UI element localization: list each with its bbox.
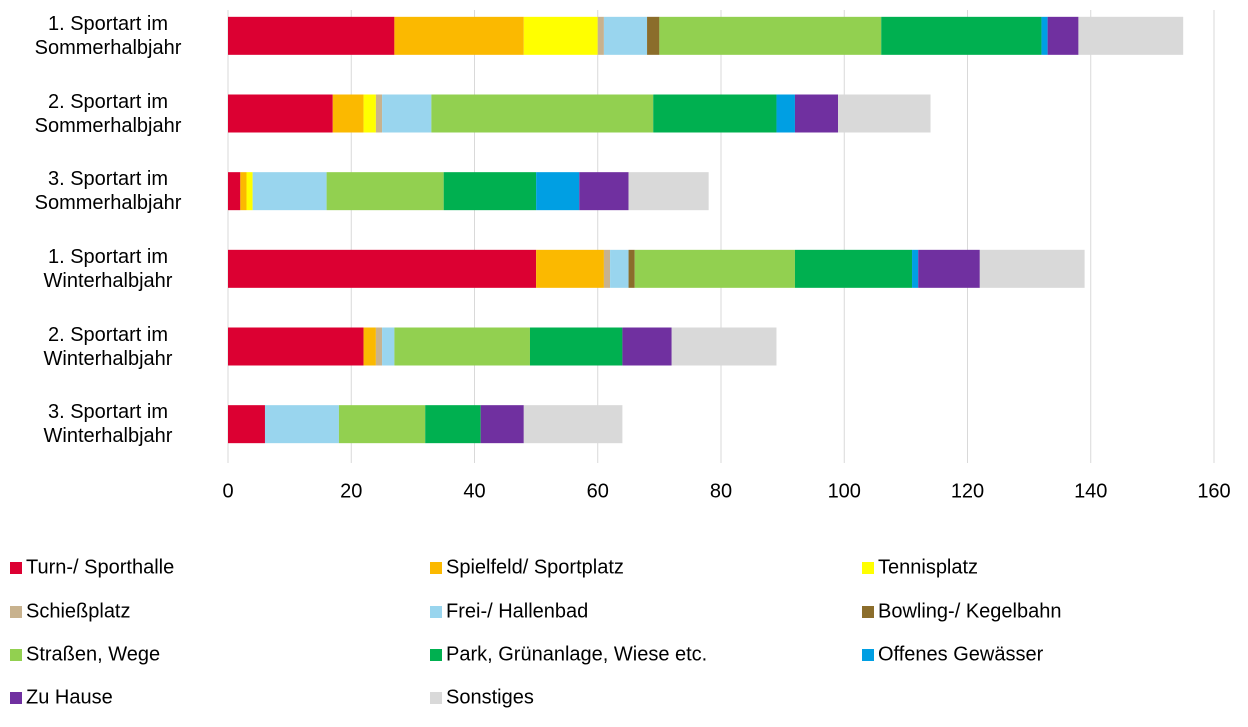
bar-segment <box>628 172 709 211</box>
bar-segment <box>647 16 660 55</box>
bar-segment <box>480 405 524 444</box>
legend-swatch <box>430 649 442 661</box>
legend-label: Bowling-/ Kegelbahn <box>878 600 1061 622</box>
bar-segment <box>326 172 444 211</box>
bar-segment <box>394 16 524 55</box>
legend-swatch <box>10 606 22 618</box>
bar-segment <box>240 172 247 211</box>
bar-segment <box>363 327 376 366</box>
x-tick-label: 0 <box>222 480 233 502</box>
bar-segment <box>228 94 333 133</box>
y-tick-label: 3. Sportart im Winterhalbjahr <box>43 401 173 448</box>
x-tick-label: 60 <box>587 480 609 502</box>
bar-segment <box>912 249 919 288</box>
bar-segment <box>603 249 611 288</box>
y-tick-label: 2. Sportart im Winterhalbjahr <box>43 323 173 370</box>
bar-segment <box>659 16 882 55</box>
bar-segment <box>1047 16 1079 55</box>
legend-label: Spielfeld/ Sportplatz <box>446 556 624 578</box>
y-tick-label: 1. Sportart im Winterhalbjahr <box>43 245 173 292</box>
legend-swatch <box>862 606 874 618</box>
bar-segment <box>332 94 364 133</box>
legend-label: Park, Grünanlage, Wiese etc. <box>446 643 707 665</box>
legend-swatch <box>430 562 442 574</box>
bar-segment <box>228 327 364 366</box>
bar-segment <box>375 94 383 133</box>
bar-segment <box>338 405 426 444</box>
bar-segment <box>523 405 623 444</box>
legend-label: Turn-/ Sporthalle <box>26 556 174 578</box>
bar-segment <box>382 327 395 366</box>
bar-segment <box>523 16 598 55</box>
bar-segment <box>394 327 530 366</box>
y-tick-label: 1. Sportart im Sommerhalbjahr <box>34 12 182 59</box>
legend-label: Frei-/ Hallenbad <box>446 600 588 622</box>
bar-segment <box>536 172 580 211</box>
bar-segment <box>228 172 241 211</box>
bar-segment <box>653 94 777 133</box>
legend-label: Offenes Gewässer <box>878 643 1044 665</box>
bar-segment <box>252 172 327 211</box>
bar-segment <box>529 327 623 366</box>
bar-segment <box>918 249 980 288</box>
x-tick-label: 40 <box>463 480 485 502</box>
bar-segment <box>634 249 795 288</box>
bar-segment <box>246 172 253 211</box>
legend-label: Sonstiges <box>446 686 534 708</box>
bar-segment <box>794 94 839 133</box>
bar-segment <box>431 94 654 133</box>
bar-segment <box>443 172 537 211</box>
legend-label: Straßen, Wege <box>26 643 160 665</box>
bar-segment <box>363 94 376 133</box>
legend-swatch <box>430 692 442 704</box>
bar-segment <box>603 16 648 55</box>
bar-segment <box>536 249 604 288</box>
bar-segment <box>979 249 1085 288</box>
bar-segment <box>628 249 635 288</box>
bar-segment <box>794 249 913 288</box>
legend-label: Tennisplatz <box>878 556 978 578</box>
x-tick-label: 100 <box>828 480 861 502</box>
legend-swatch <box>10 649 22 661</box>
bar-segment <box>579 172 629 211</box>
bar-segment <box>425 405 481 444</box>
bar-segment <box>228 16 395 55</box>
y-tick-label: 3. Sportart im Sommerhalbjahr <box>34 168 182 215</box>
legend-label: Zu Hause <box>26 686 113 708</box>
bar-segment <box>228 249 537 288</box>
legend-swatch <box>862 562 874 574</box>
bar-segment <box>622 327 672 366</box>
bar-segment <box>1041 16 1048 55</box>
bar-segment <box>597 16 604 55</box>
bar-segment <box>375 327 383 366</box>
bar-segment <box>610 249 629 288</box>
bar-segment <box>671 327 777 366</box>
x-tick-label: 160 <box>1197 480 1230 502</box>
y-tick-label: 2. Sportart im Sommerhalbjahr <box>34 90 182 137</box>
x-tick-label: 140 <box>1074 480 1107 502</box>
legend-swatch <box>10 692 22 704</box>
bar-segment <box>382 94 432 133</box>
bar-segment <box>264 405 339 444</box>
bar-segment <box>1078 16 1184 55</box>
legend-swatch <box>430 606 442 618</box>
bar-segment <box>776 94 795 133</box>
bar-segment <box>228 405 265 444</box>
bar-segment <box>838 94 931 133</box>
x-tick-label: 120 <box>951 480 984 502</box>
legend-swatch <box>10 562 22 574</box>
x-tick-label: 20 <box>340 480 362 502</box>
x-tick-label: 80 <box>710 480 732 502</box>
bar-segment <box>881 16 1042 55</box>
legend-swatch <box>862 649 874 661</box>
legend-label: Schießplatz <box>26 600 131 622</box>
